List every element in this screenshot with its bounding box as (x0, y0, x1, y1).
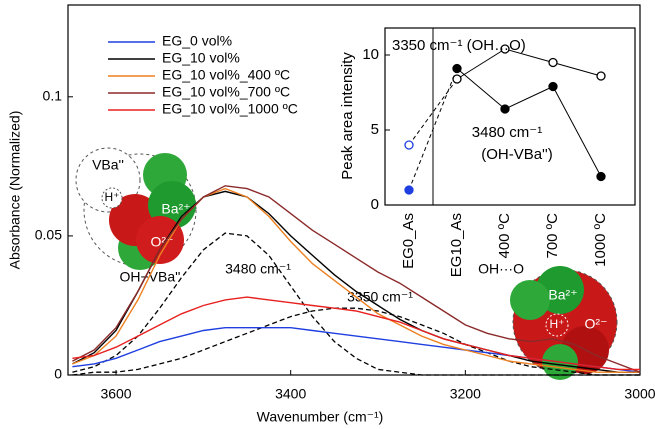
spectrum (72, 187, 640, 373)
y-axis-label: Absorbance (Normalized) (7, 111, 23, 270)
inset-annotation: (OH-VBa'') (481, 146, 553, 163)
x-axis-label: Wavenumber (cm⁻¹) (257, 409, 384, 425)
inset-point (596, 171, 606, 182)
x-tick-label: 3200 (450, 386, 481, 402)
y-tick-label: 0.1 (43, 88, 63, 104)
inset-link (504, 48, 554, 63)
inset-category-label: 1000 ºC (592, 213, 609, 267)
ill-label: H⁺ (550, 317, 565, 331)
inset-frame (384, 27, 636, 206)
legend-label: EG_0 vol% (162, 33, 232, 49)
fit-curve (72, 232, 640, 376)
right-illustration: OH···O Ba²⁺ H⁺ O²⁻ (478, 261, 618, 380)
inset-y-tick-label: 5 (371, 121, 379, 138)
inset-point (404, 140, 414, 150)
inset-point (548, 57, 558, 68)
ill-label: VBa'' (92, 157, 124, 173)
legend-label: EG_10 vol%_700 ºC (162, 84, 290, 100)
sphere (136, 216, 184, 264)
inset-link (456, 48, 506, 80)
inset-category-label: 700 ºC (544, 213, 561, 259)
inset-point (548, 81, 558, 92)
inset-link (552, 86, 602, 177)
inset-point (596, 71, 606, 81)
legend-label: EG_10 vol% (162, 50, 240, 66)
fit-label: 3480 cm⁻¹ (225, 261, 291, 277)
legend-label: EG_10 vol%_400 ºC (162, 67, 290, 83)
inset-link (552, 62, 602, 77)
inset-category-label: 400 ºC (496, 213, 513, 259)
vacancy (75, 147, 141, 213)
x-tick-label: 3400 (275, 386, 306, 402)
x-tick-label: 3000 (624, 386, 655, 402)
outline (83, 153, 197, 267)
inset-point (500, 104, 510, 114)
inset-point (452, 63, 462, 74)
spectrum (72, 296, 640, 371)
inset-y-tick-label: 0 (371, 196, 379, 213)
inset-annotation: 3480 cm⁻¹ (472, 124, 542, 141)
inset-point (404, 185, 414, 195)
inset-category-label: EG10_As (448, 213, 465, 277)
left-illustration: VBa'' H⁺ Ba²⁺ O²⁻ OH−VBa'' (75, 147, 197, 285)
ill-label: OH···O (478, 261, 524, 277)
x-tick-label: 3600 (100, 386, 131, 402)
proton (545, 313, 569, 337)
inset-bg (330, 28, 635, 205)
inset-y-label: Peak area intensity (339, 52, 356, 180)
inset-link (456, 68, 506, 110)
fit-label: 3350 cm⁻¹ (347, 289, 413, 305)
spectrum (72, 185, 641, 373)
ill-label: Ba²⁺ (548, 287, 577, 303)
sphere (510, 280, 550, 320)
inset-y-tick-label: 10 (362, 46, 379, 63)
y-tick-label: 0 (54, 366, 62, 382)
inset-link (504, 86, 554, 110)
ill-label: H⁺ (105, 190, 120, 204)
y-tick-label: 0.05 (35, 227, 62, 243)
ill-label: O²⁻ (585, 316, 608, 332)
inset-category-label: EG0_As (400, 213, 417, 269)
legend-label: EG_10 vol%_1000 ºC (162, 101, 298, 117)
proton (101, 187, 123, 209)
inset-link (408, 68, 458, 191)
inset-point (500, 44, 510, 54)
plot-frame (67, 4, 641, 376)
ill-label: Ba²⁺ (161, 201, 190, 217)
inset-annotation: 3350 cm⁻¹ (OH…O) (392, 37, 526, 54)
